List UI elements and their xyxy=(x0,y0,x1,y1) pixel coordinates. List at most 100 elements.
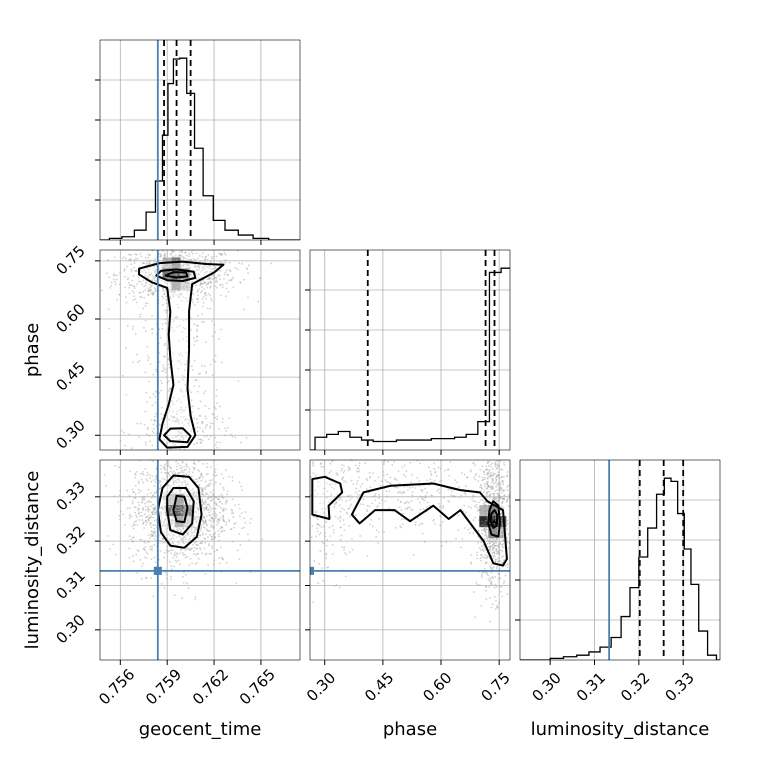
scatter-point-1-0 xyxy=(148,244,150,246)
scatter-point-2-0 xyxy=(217,498,220,501)
scatter-point-1-0 xyxy=(185,240,187,242)
scatter-point-1-0 xyxy=(148,260,151,263)
scatter-point-2-1 xyxy=(334,515,337,518)
scatter-point-2-1 xyxy=(424,496,427,499)
scatter-point-1-0 xyxy=(181,390,184,393)
scatter-point-2-1 xyxy=(347,466,350,468)
scatter-point-2-0 xyxy=(134,484,137,487)
scatter-point-1-0 xyxy=(208,276,211,279)
scatter-point-1-0 xyxy=(210,281,212,284)
scatter-point-2-0 xyxy=(184,485,187,488)
scatter-point-1-0 xyxy=(177,278,180,280)
scatter-point-1-0 xyxy=(206,423,209,426)
scatter-point-2-1 xyxy=(460,546,462,549)
scatter-point-1-0 xyxy=(245,436,248,439)
scatter-point-1-0 xyxy=(202,430,205,433)
scatter-point-1-0 xyxy=(149,286,152,289)
scatter-point-2-0 xyxy=(143,527,145,529)
scatter-point-2-0 xyxy=(148,500,150,502)
scatter-point-2-0 xyxy=(137,550,140,553)
scatter-point-2-0 xyxy=(177,473,180,476)
scatter-point-1-0 xyxy=(183,415,185,418)
scatter-point-1-0 xyxy=(210,235,212,237)
scatter-point-1-0 xyxy=(203,321,205,324)
scatter-point-1-0 xyxy=(225,282,228,285)
scatter-point-2-1 xyxy=(492,518,495,521)
scatter-point-2-0 xyxy=(167,461,170,464)
scatter-point-1-0 xyxy=(154,276,157,279)
scatter-point-2-0 xyxy=(206,455,208,457)
scatter-point-2-0 xyxy=(198,470,201,472)
scatter-point-2-0 xyxy=(201,501,204,504)
scatter-point-2-0 xyxy=(144,549,147,551)
scatter-point-1-0 xyxy=(173,330,176,332)
scatter-point-2-1 xyxy=(397,498,399,501)
scatter-point-2-0 xyxy=(202,523,205,526)
scatter-point-2-0 xyxy=(189,557,192,560)
scatter-point-1-0 xyxy=(147,290,150,292)
scatter-point-1-0 xyxy=(158,352,161,355)
scatter-point-2-1 xyxy=(498,486,500,489)
scatter-point-2-0 xyxy=(208,519,211,522)
scatter-point-2-1 xyxy=(370,519,373,521)
scatter-point-1-0 xyxy=(112,274,115,277)
scatter-point-1-0 xyxy=(148,262,151,265)
scatter-point-2-0 xyxy=(144,546,147,549)
scatter-point-2-1 xyxy=(485,526,488,529)
scatter-point-2-0 xyxy=(164,478,166,481)
scatter-point-1-0 xyxy=(152,292,155,295)
scatter-point-2-0 xyxy=(177,504,180,507)
scatter-point-1-0 xyxy=(190,464,192,466)
scatter-point-2-1 xyxy=(480,484,483,487)
scatter-point-1-0 xyxy=(270,262,273,265)
scatter-point-2-1 xyxy=(490,579,492,581)
scatter-point-1-0 xyxy=(197,294,199,297)
scatter-point-1-0 xyxy=(160,389,162,392)
scatter-point-2-1 xyxy=(495,599,497,602)
scatter-point-2-1 xyxy=(374,499,377,502)
scatter-point-1-0 xyxy=(181,238,183,240)
scatter-point-1-0 xyxy=(178,273,181,275)
scatter-point-2-1 xyxy=(456,481,459,484)
scatter-point-2-0 xyxy=(199,491,202,494)
scatter-point-1-0 xyxy=(205,294,208,297)
scatter-point-2-1 xyxy=(479,469,482,471)
scatter-point-2-1 xyxy=(497,578,500,581)
scatter-point-2-1 xyxy=(489,546,492,549)
scatter-point-1-0 xyxy=(148,465,150,467)
scatter-point-2-1 xyxy=(326,539,328,541)
scatter-point-2-1 xyxy=(317,582,320,585)
scatter-point-1-0 xyxy=(176,410,179,413)
scatter-point-2-1 xyxy=(335,430,337,432)
scatter-point-2-0 xyxy=(160,471,163,474)
scatter-point-1-0 xyxy=(184,285,187,288)
scatter-point-1-0 xyxy=(149,363,152,366)
scatter-point-2-0 xyxy=(138,504,141,506)
scatter-point-2-1 xyxy=(490,583,492,586)
scatter-point-1-0 xyxy=(224,261,227,264)
scatter-point-2-0 xyxy=(220,493,223,496)
scatter-point-1-0 xyxy=(151,404,154,407)
scatter-point-2-0 xyxy=(218,519,221,522)
scatter-point-2-0 xyxy=(205,523,208,526)
scatter-point-1-0 xyxy=(160,215,162,217)
scatter-point-1-0 xyxy=(172,265,175,268)
scatter-point-1-0 xyxy=(108,327,110,330)
scatter-point-1-0 xyxy=(190,430,193,433)
scatter-point-2-1 xyxy=(508,494,510,496)
scatter-point-2-1 xyxy=(448,474,451,477)
scatter-point-1-0 xyxy=(176,264,178,267)
scatter-point-1-0 xyxy=(162,366,165,369)
scatter-point-2-1 xyxy=(495,497,498,500)
scatter-point-1-0 xyxy=(160,412,162,415)
scatter-point-2-1 xyxy=(514,476,516,478)
scatter-point-2-1 xyxy=(492,544,494,546)
scatter-point-1-0 xyxy=(149,396,151,399)
scatter-point-2-1 xyxy=(403,485,406,488)
scatter-point-2-1 xyxy=(285,515,287,517)
scatter-point-1-0 xyxy=(201,286,203,289)
scatter-point-2-1 xyxy=(354,441,356,443)
scatter-point-2-0 xyxy=(212,526,215,529)
scatter-point-2-1 xyxy=(406,507,409,510)
scatter-point-1-0 xyxy=(185,434,188,437)
